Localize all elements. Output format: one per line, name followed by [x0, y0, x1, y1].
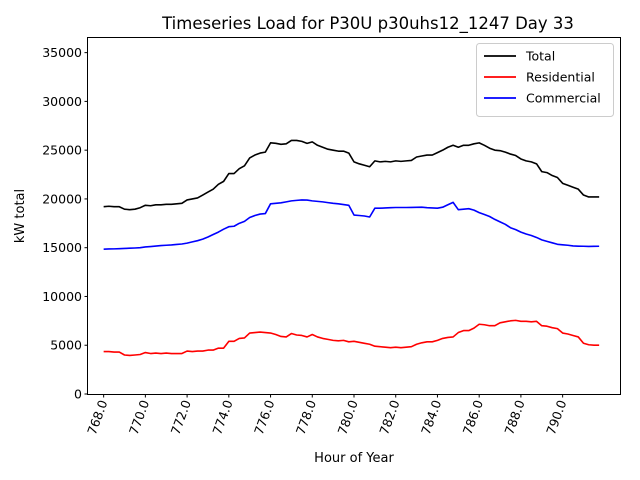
legend-label-total: Total	[525, 49, 555, 64]
series-line-commercial	[103, 199, 600, 250]
x-tick-label: 790.0	[543, 398, 569, 437]
x-tick-label: 774.0	[209, 398, 235, 437]
legend: Total Residential Commercial	[476, 43, 614, 117]
series-line-total	[103, 139, 600, 211]
y-tick-label: 5000	[50, 338, 82, 353]
y-tick-label: 25000	[42, 143, 82, 158]
series-line-residential	[103, 319, 600, 357]
y-tick-label: 0	[74, 387, 82, 402]
ticks-layer: 0 5000 10000 15000 20000 25000 30000 35000 768.0…	[42, 45, 569, 437]
x-tick-label: 778.0	[293, 398, 319, 437]
x-tick-label: 784.0	[418, 398, 444, 437]
series-layer	[103, 139, 600, 357]
x-tick-label: 772.0	[168, 398, 194, 437]
x-tick-label: 770.0	[126, 398, 152, 437]
x-tick-label: 780.0	[334, 398, 360, 437]
chart-title: Timeseries Load for P30U p30uhs12_1247 D…	[161, 14, 574, 34]
x-tick-label: 786.0	[460, 398, 486, 437]
y-tick-label: 35000	[42, 45, 82, 60]
y-tick-label: 20000	[42, 191, 82, 206]
x-axis-label: Hour of Year	[314, 451, 394, 466]
y-axis-label: kW total	[13, 189, 28, 243]
x-tick-label: 782.0	[376, 398, 402, 437]
y-tick-label: 30000	[42, 94, 82, 109]
x-tick-label: 788.0	[501, 398, 527, 437]
legend-label-commercial: Commercial	[526, 91, 601, 106]
y-tick-label: 10000	[42, 289, 82, 304]
x-tick-label: 776.0	[251, 398, 277, 437]
legend-label-residential: Residential	[526, 70, 595, 85]
plot-area-frame	[87, 37, 621, 395]
x-tick-label: 768.0	[84, 398, 110, 437]
y-tick-label: 15000	[42, 240, 82, 255]
